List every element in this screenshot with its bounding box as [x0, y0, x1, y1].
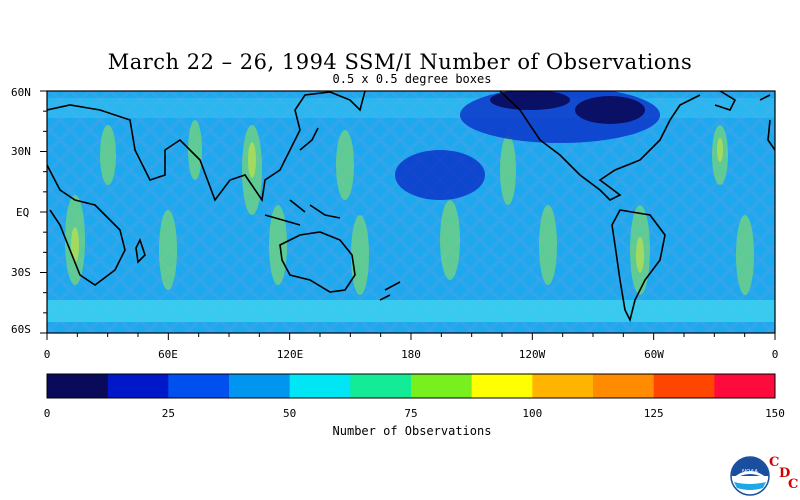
colorbar-bin-3	[229, 374, 291, 398]
colorbar-bin-5	[350, 374, 412, 398]
noaa-logo: NOAA	[730, 456, 770, 496]
lat-label-60n: 60N	[11, 86, 31, 99]
cdc-letter-c1: C	[769, 455, 780, 470]
colorbar-bin-4	[289, 374, 351, 398]
lon-label-60e: 60E	[158, 348, 178, 361]
colorbar-bin-7	[471, 374, 533, 398]
lat-label-eq: EQ	[16, 206, 30, 219]
lon-label-120e: 120E	[276, 348, 304, 361]
colorbar-bin-6	[411, 374, 473, 398]
lat-label-60s: 60S	[11, 323, 31, 336]
colorbar-tick-label-1: 25	[161, 407, 175, 420]
map-field	[47, 91, 775, 333]
lon-label-120w: 120W	[518, 348, 546, 361]
colorbar-tick-label-0: 0	[43, 407, 51, 420]
lat-label-30s: 30S	[11, 266, 31, 279]
lon-label-0-west: 0	[43, 348, 51, 361]
colorbar-tick-label-3: 75	[404, 407, 418, 420]
colorbar-bin-8	[532, 374, 594, 398]
map-subtitle: 0.5 x 0.5 degree boxes	[332, 72, 492, 86]
colorbar-tick-label-6: 150	[765, 407, 785, 420]
lon-label-60w: 60W	[644, 348, 664, 361]
colorbar-bin-10	[653, 374, 715, 398]
colorbar-tick-label-5: 125	[643, 407, 664, 420]
cdc-letter-d: D	[779, 466, 791, 481]
lon-label-180: 180	[401, 348, 421, 361]
lon-label-0-east: 0	[771, 348, 779, 361]
cdc-letter-c2: C	[788, 477, 799, 492]
colorbar-bin-0	[47, 374, 109, 398]
lat-label-30n: 30N	[11, 145, 31, 158]
map-title: March 22 – 26, 1994 SSM/I Number of Obse…	[107, 50, 693, 74]
colorbar-tick-label-4: 100	[522, 407, 543, 420]
colorbar-bin-1	[107, 374, 169, 398]
colorbar-bin-9	[593, 374, 655, 398]
colorbar-title: Number of Observations	[332, 424, 492, 438]
colorbar-bin-11	[714, 374, 776, 398]
coastlines	[47, 91, 775, 323]
noaa-logo-text: NOAA	[742, 469, 758, 475]
colorbar-bin-2	[168, 374, 230, 398]
colorbar-tick-label-2: 50	[283, 407, 297, 420]
